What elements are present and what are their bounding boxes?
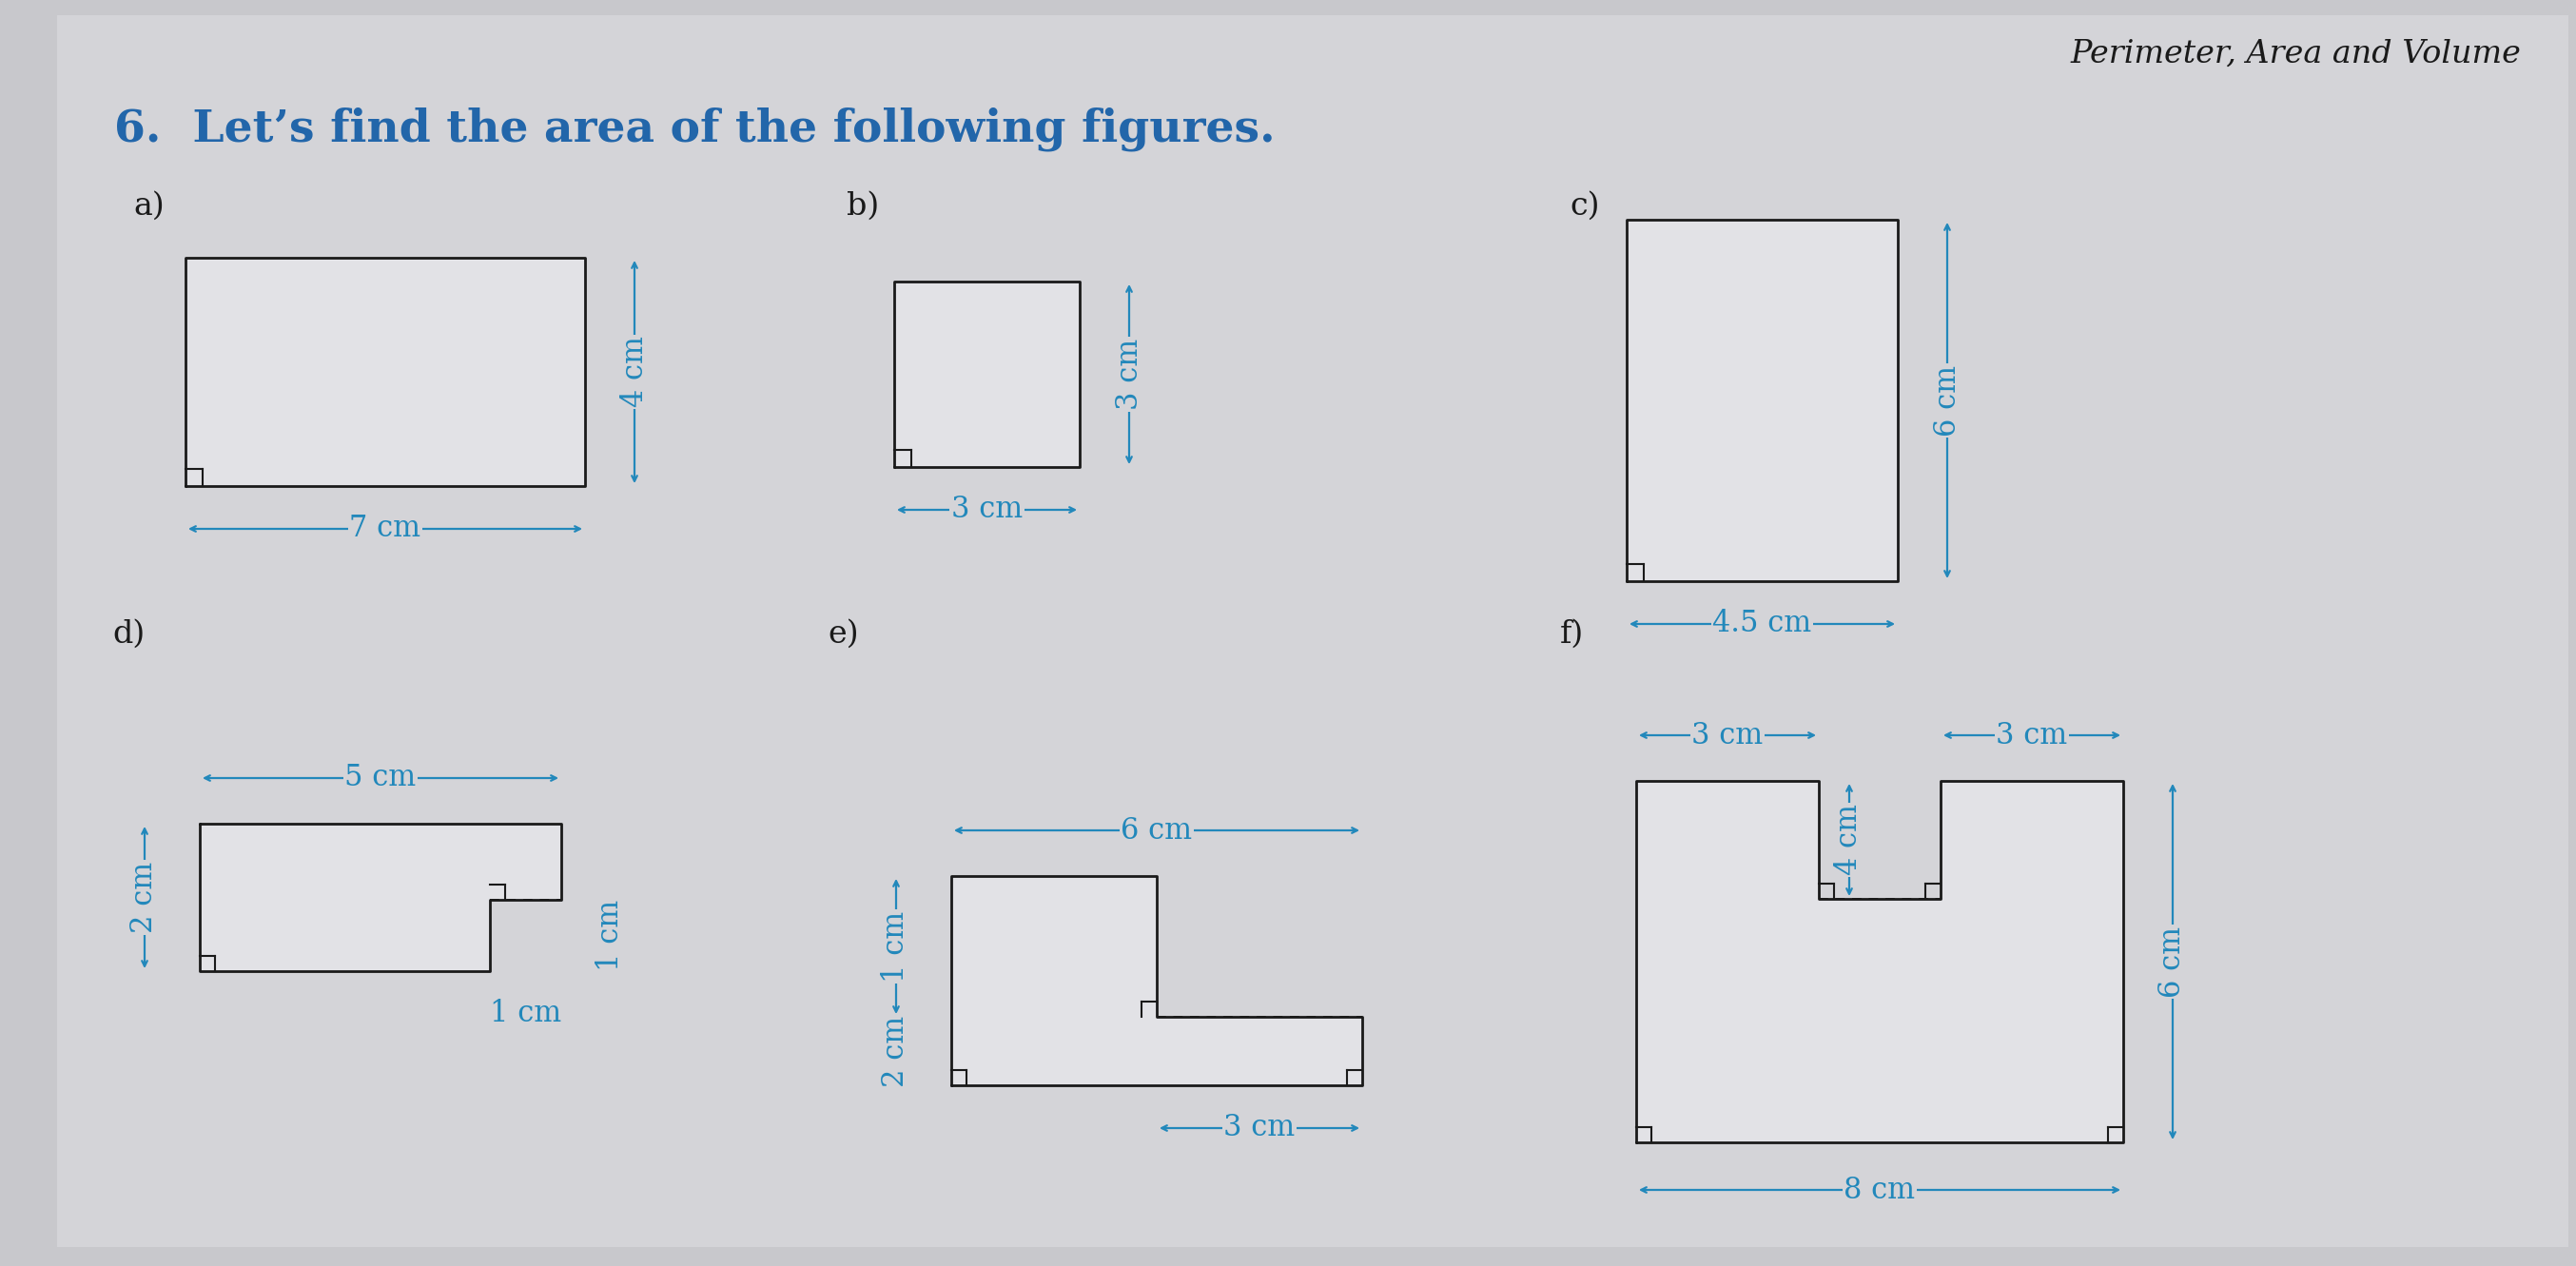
Polygon shape: [951, 876, 1363, 1085]
Text: 6 cm: 6 cm: [2159, 925, 2187, 998]
Text: b): b): [848, 191, 878, 222]
Text: 2 cm: 2 cm: [129, 862, 160, 933]
Polygon shape: [1636, 781, 2123, 1142]
Text: 2 cm: 2 cm: [881, 1015, 912, 1086]
Text: 1 cm: 1 cm: [881, 910, 912, 982]
Text: 5 cm: 5 cm: [345, 763, 417, 793]
Text: f): f): [1561, 619, 1584, 649]
Text: 3 cm: 3 cm: [951, 495, 1023, 524]
Text: c): c): [1569, 191, 1600, 222]
Polygon shape: [894, 281, 1079, 467]
Text: 3 cm: 3 cm: [1115, 338, 1144, 410]
Text: 1 cm: 1 cm: [489, 999, 562, 1029]
Text: 4 cm: 4 cm: [621, 337, 649, 408]
Text: 3 cm: 3 cm: [1996, 720, 2069, 749]
Text: 4 cm: 4 cm: [1834, 804, 1865, 876]
Text: a): a): [134, 191, 165, 222]
Text: Perimeter, Area and Volume: Perimeter, Area and Volume: [2071, 39, 2522, 70]
Text: 6 cm: 6 cm: [1121, 815, 1193, 846]
Polygon shape: [1625, 220, 1899, 581]
Polygon shape: [201, 824, 562, 971]
Text: 3 cm: 3 cm: [1692, 720, 1762, 749]
Text: d): d): [113, 619, 144, 649]
Text: e): e): [827, 619, 858, 649]
Text: 8 cm: 8 cm: [1844, 1175, 1917, 1205]
Polygon shape: [185, 258, 585, 486]
Text: 1 cm: 1 cm: [595, 900, 626, 971]
Text: 6.  Let’s find the area of the following figures.: 6. Let’s find the area of the following …: [113, 108, 1275, 152]
Text: 7 cm: 7 cm: [350, 514, 420, 543]
Text: 6 cm: 6 cm: [1932, 365, 1963, 437]
Text: 4.5 cm: 4.5 cm: [1713, 609, 1811, 639]
Text: 3 cm: 3 cm: [1224, 1113, 1296, 1143]
